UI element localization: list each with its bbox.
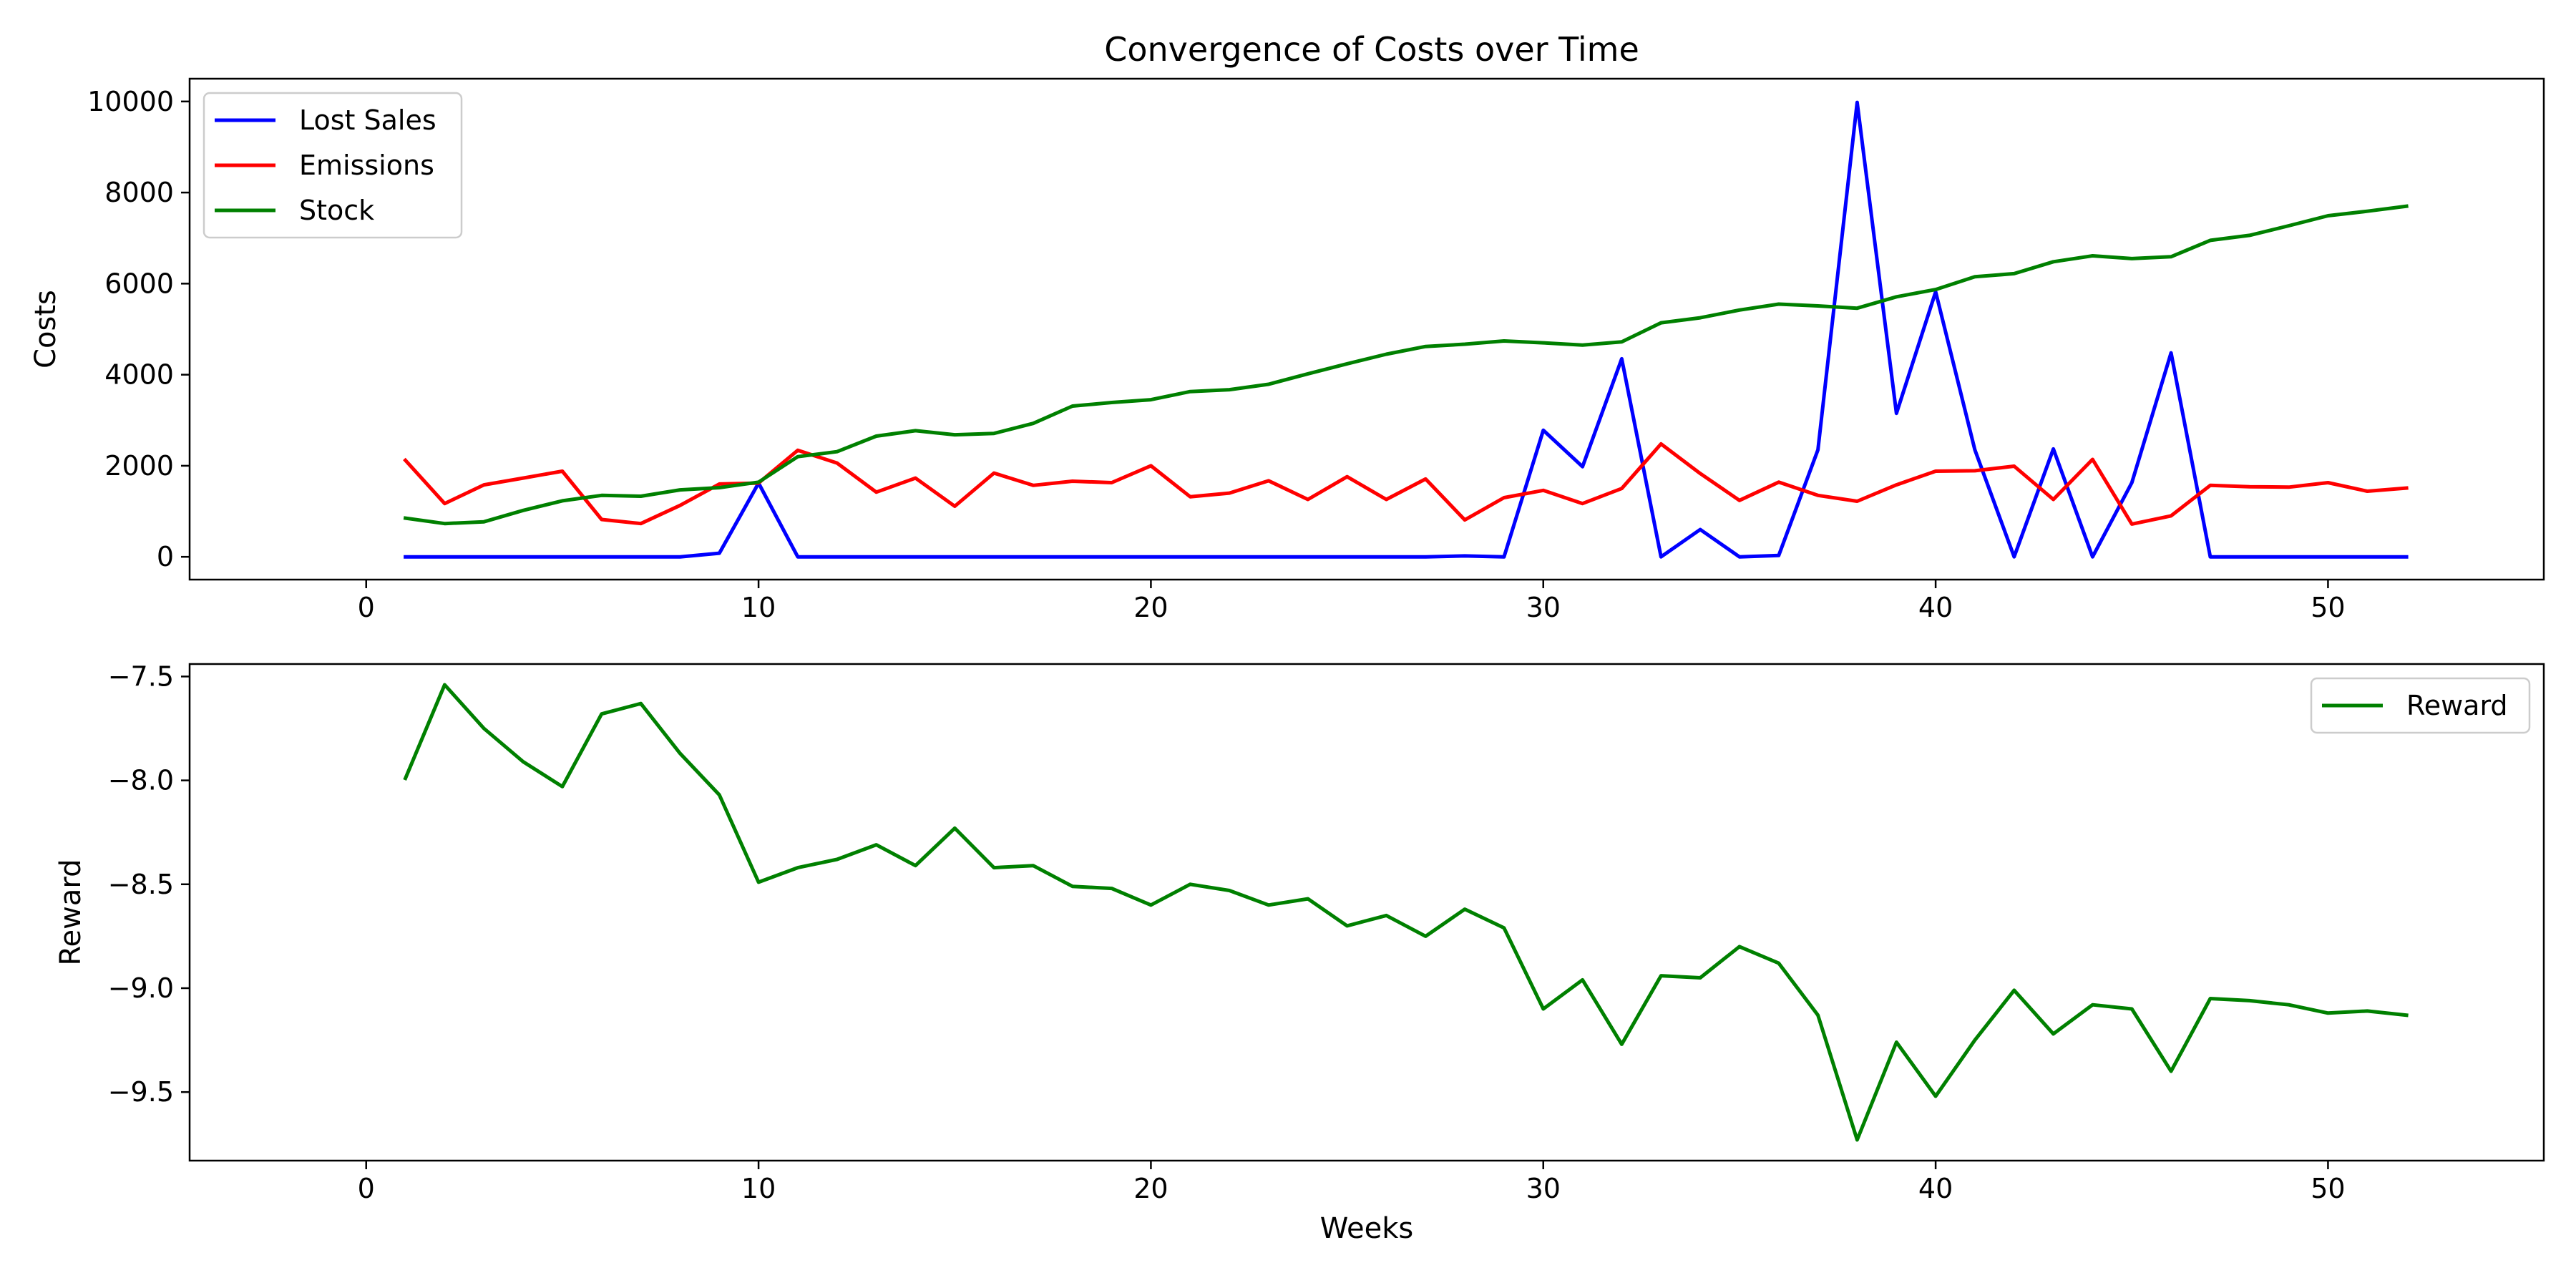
y-axis-title: Reward <box>54 859 87 966</box>
y-axis-title: Costs <box>29 290 62 369</box>
axes-frame <box>188 663 2545 1162</box>
reward-panel: 0 10 20 30 40 50 −7.5 −8.0 −8.5 −9.0 −9.5 Reward Wee… <box>54 660 2545 1245</box>
costs-panel: 0 10 20 30 40 50 0 2000 4000 6000 8000 10000 Costs Lo… <box>29 77 2545 623</box>
y-tick-label: −8.0 <box>108 765 174 796</box>
x-tick-label: 20 <box>1133 1173 1168 1204</box>
y-tick-label: 6000 <box>104 268 174 299</box>
y-tick-label: 8000 <box>104 177 174 208</box>
chart-title: Convergence of Costs over Time <box>1104 30 1639 69</box>
y-tick-label: −9.0 <box>108 972 174 1004</box>
y-tick-label: −8.5 <box>108 869 174 900</box>
legend: Lost Sales Emissions Stock <box>203 92 463 239</box>
y-tick-label: 2000 <box>104 450 174 482</box>
x-tick-label: 30 <box>1526 1173 1561 1204</box>
x-tick-label: 40 <box>1918 592 1953 623</box>
x-tick-label: 0 <box>358 1173 375 1204</box>
legend-label-emissions: Emissions <box>299 150 434 181</box>
y-tick-label: 4000 <box>104 359 174 391</box>
x-tick-label: 50 <box>2311 592 2345 623</box>
axes-frame <box>188 77 2545 581</box>
legend-box <box>203 92 463 239</box>
x-tick-label: 20 <box>1133 592 1168 623</box>
series-line-stock <box>403 204 2409 526</box>
x-tick-label: 0 <box>358 592 375 623</box>
y-tick-label: −7.5 <box>108 660 174 692</box>
y-tick-label: 0 <box>157 541 174 572</box>
legend-label-reward: Reward <box>2406 690 2508 721</box>
series-line-reward <box>403 683 2409 1142</box>
x-tick-label: 40 <box>1918 1173 1953 1204</box>
x-tick-label: 10 <box>741 1173 776 1204</box>
legend: Reward <box>2310 677 2531 734</box>
legend-label-stock: Stock <box>299 195 374 226</box>
legend-label-lost-sales: Lost Sales <box>299 104 436 136</box>
x-axis-title: Weeks <box>1320 1212 1413 1245</box>
x-tick-label: 10 <box>741 592 776 623</box>
legend-box <box>2310 677 2531 734</box>
y-tick-label: 10000 <box>87 86 174 117</box>
series-line-lost-sales <box>404 100 2409 559</box>
x-tick-label: 30 <box>1526 592 1561 623</box>
x-tick-label: 50 <box>2311 1173 2345 1204</box>
y-tick-label: −9.5 <box>108 1076 174 1108</box>
